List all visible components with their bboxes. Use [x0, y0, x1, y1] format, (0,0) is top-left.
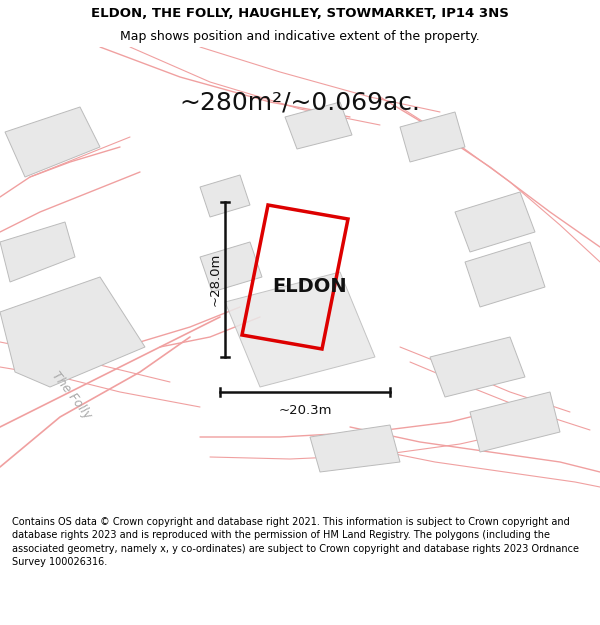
- Polygon shape: [470, 392, 560, 452]
- Text: Contains OS data © Crown copyright and database right 2021. This information is : Contains OS data © Crown copyright and d…: [12, 518, 579, 567]
- Text: ELDON: ELDON: [272, 278, 347, 296]
- Polygon shape: [0, 222, 75, 282]
- Polygon shape: [200, 175, 250, 217]
- Polygon shape: [400, 112, 465, 162]
- Text: ~280m²/~0.069ac.: ~280m²/~0.069ac.: [179, 90, 421, 114]
- Text: ~28.0m: ~28.0m: [209, 253, 221, 306]
- Polygon shape: [430, 337, 525, 397]
- Polygon shape: [455, 192, 535, 252]
- Text: Map shows position and indicative extent of the property.: Map shows position and indicative extent…: [120, 30, 480, 43]
- Polygon shape: [5, 107, 100, 177]
- Text: The Folly: The Folly: [49, 369, 95, 421]
- Polygon shape: [285, 102, 352, 149]
- Polygon shape: [200, 242, 262, 292]
- Polygon shape: [310, 425, 400, 472]
- Text: ELDON, THE FOLLY, HAUGHLEY, STOWMARKET, IP14 3NS: ELDON, THE FOLLY, HAUGHLEY, STOWMARKET, …: [91, 7, 509, 19]
- Polygon shape: [225, 272, 375, 387]
- Polygon shape: [0, 277, 145, 387]
- Polygon shape: [465, 242, 545, 307]
- Text: ~20.3m: ~20.3m: [278, 404, 332, 416]
